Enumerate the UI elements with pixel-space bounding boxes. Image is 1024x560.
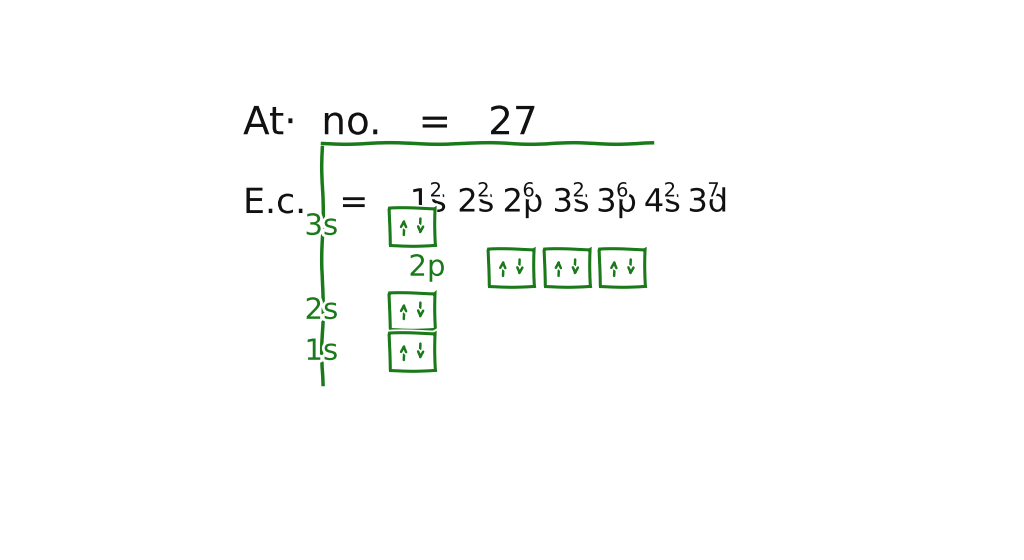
Text: 2: 2 [664,181,676,200]
Text: 2p: 2p [503,188,544,218]
Text: 2p: 2p [409,254,445,282]
Text: 3p: 3p [596,188,637,218]
Text: 1s: 1s [304,338,338,366]
Text: 1s: 1s [410,188,447,218]
Text: E.c.   =: E.c. = [243,186,369,220]
Bar [389,208,435,245]
Text: 2s: 2s [304,297,338,325]
Text: 3s: 3s [304,213,338,241]
Bar [599,249,645,286]
Text: At·  no.   =   27: At· no. = 27 [243,104,538,142]
Text: 2: 2 [572,181,585,200]
Text: 7: 7 [708,181,720,200]
Text: 3d: 3d [687,188,728,218]
Text: 6: 6 [522,181,535,200]
Text: 3s: 3s [553,188,590,218]
Text: 2: 2 [477,181,489,200]
Bar [389,333,435,370]
Bar [488,249,535,286]
Bar [544,249,590,286]
Text: 2s: 2s [458,188,495,218]
Text: 6: 6 [616,181,629,200]
Text: 4s: 4s [644,188,681,218]
Text: 2: 2 [430,181,442,200]
Bar [389,292,435,329]
